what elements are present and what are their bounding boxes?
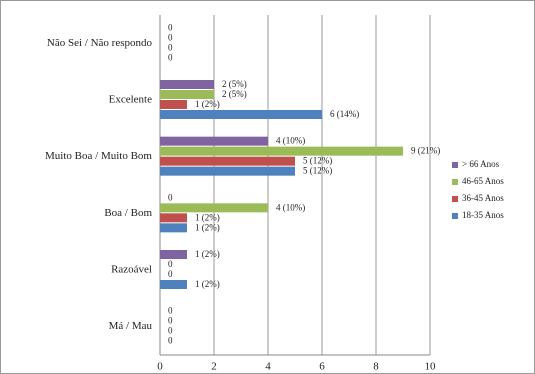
y-tick-label: Muito Boa / Muito Bom [45, 150, 152, 162]
x-tick-label: 4 [265, 361, 271, 373]
value-label: 0 [168, 259, 173, 269]
legend-swatch [452, 179, 458, 185]
bar [160, 213, 187, 223]
x-tick-label: 2 [211, 361, 217, 373]
value-label: 0 [168, 269, 173, 279]
legend-swatch [452, 196, 458, 202]
value-label: 0 [168, 52, 173, 62]
value-label: 0 [168, 306, 173, 316]
y-tick-label: Excelente [109, 94, 152, 106]
x-tick-label: 0 [157, 361, 163, 373]
value-label: 0 [168, 32, 173, 42]
bar [160, 203, 268, 213]
value-label: 2 (5%) [222, 79, 247, 89]
legend-label: 46-65 Anos [462, 176, 504, 186]
value-label: 0 [168, 316, 173, 326]
x-tick-label: 10 [425, 361, 437, 373]
x-tick-label: 8 [373, 361, 379, 373]
value-label: 6 (14%) [330, 109, 359, 119]
legend-swatch [452, 213, 458, 219]
y-tick-label: Boa / Bom [104, 207, 152, 219]
value-label: 1 (2%) [195, 222, 220, 232]
bar [160, 110, 322, 119]
value-label: 0 [168, 42, 173, 52]
bar [160, 223, 187, 233]
value-label: 4 (10%) [276, 136, 305, 146]
bar [160, 280, 187, 289]
value-label: 4 (10%) [276, 202, 305, 212]
bar [160, 80, 214, 89]
value-label: 0 [168, 326, 173, 336]
legend-label: > 66 Anos [462, 159, 500, 169]
y-tick-label: Não Sei / Não respondo [47, 37, 153, 49]
legend-label: 36-45 Anos [462, 193, 504, 203]
value-label: 0 [168, 336, 173, 346]
bar [160, 250, 187, 259]
value-label: 0 [168, 22, 173, 32]
value-label: 1 (2%) [195, 99, 220, 109]
bar [160, 156, 295, 166]
y-tick-label: Razoável [111, 264, 152, 276]
value-label: 9 (21%) [411, 146, 440, 156]
value-label: 1 (2%) [195, 212, 220, 222]
bar [160, 90, 214, 99]
value-label: 1 (2%) [195, 249, 220, 259]
legend-swatch [452, 162, 458, 168]
value-label: 5 (12%) [303, 166, 332, 176]
bar [160, 100, 187, 109]
bar [160, 166, 295, 176]
value-label: 5 (12%) [303, 156, 332, 166]
x-tick-label: 6 [319, 361, 325, 373]
value-label: 2 (5%) [222, 89, 247, 99]
legend-label: 18-35 Anos [462, 210, 504, 220]
bar [160, 136, 268, 146]
bar [160, 146, 403, 156]
y-tick-label: Má / Mau [109, 320, 153, 332]
value-label: 0 [168, 192, 173, 202]
value-label: 1 (2%) [195, 279, 220, 289]
